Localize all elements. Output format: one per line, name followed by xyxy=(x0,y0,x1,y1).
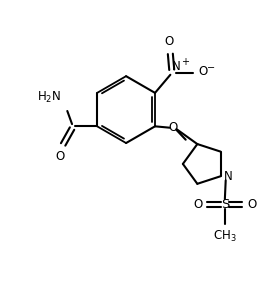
Text: N: N xyxy=(172,60,181,74)
Text: O: O xyxy=(193,198,202,211)
Text: O: O xyxy=(198,65,207,79)
Text: +: + xyxy=(181,57,189,67)
Text: O: O xyxy=(164,35,174,48)
Text: O: O xyxy=(169,121,178,134)
Text: H$_2$N: H$_2$N xyxy=(37,90,61,105)
Text: −: − xyxy=(207,63,216,73)
Text: N: N xyxy=(224,170,233,183)
Text: S: S xyxy=(221,198,229,211)
Text: O: O xyxy=(247,198,256,211)
Text: CH$_3$: CH$_3$ xyxy=(213,229,237,244)
Text: O: O xyxy=(55,150,64,163)
